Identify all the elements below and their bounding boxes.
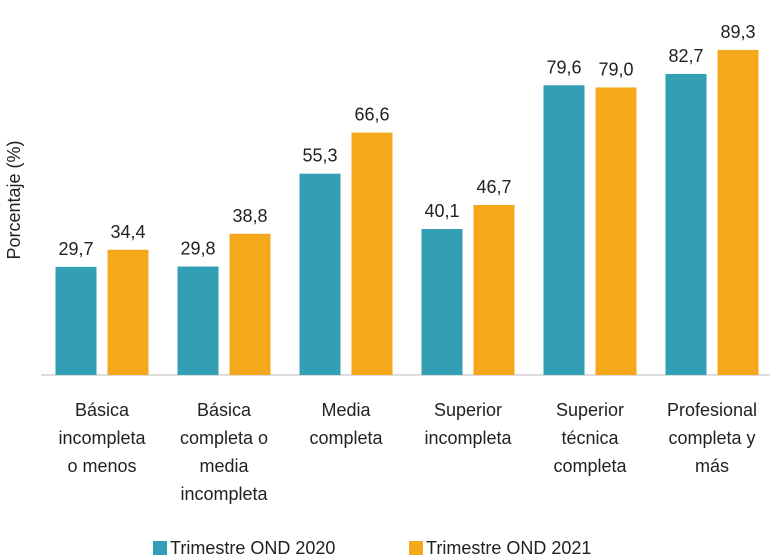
bar	[299, 173, 341, 375]
x-tick-label: Básica completa o media incompleta	[180, 400, 269, 504]
legend-label: Trimestre OND 2020	[170, 538, 335, 557]
x-tick-label: Superior incompleta	[424, 400, 512, 448]
bar	[177, 266, 219, 375]
legend-label: Trimestre OND 2021	[426, 538, 591, 557]
x-tick-label: Básica incompleta o menos	[58, 400, 146, 476]
data-label: 34,4	[110, 222, 145, 242]
bar	[717, 49, 759, 375]
x-tick-label: Superior técnica completa	[553, 400, 627, 476]
data-label: 79,6	[546, 57, 581, 77]
data-label: 46,7	[476, 177, 511, 197]
y-axis-label: Porcentaje (%)	[4, 140, 24, 259]
bar	[665, 73, 707, 376]
data-label: 29,7	[58, 239, 93, 259]
bar	[351, 132, 393, 375]
data-label: 82,7	[668, 46, 703, 66]
bar	[473, 205, 515, 375]
bar	[421, 229, 463, 375]
legend-swatch	[153, 541, 167, 555]
data-label: 38,8	[232, 206, 267, 226]
x-tick-label: Media completa	[309, 400, 383, 448]
bar	[55, 266, 97, 375]
bar	[229, 233, 271, 375]
data-label: 79,0	[598, 59, 633, 79]
data-label: 40,1	[424, 201, 459, 221]
x-tick-label: Profesional completa y más	[667, 400, 757, 476]
data-label: 29,8	[180, 239, 215, 259]
data-label: 66,6	[354, 105, 389, 125]
bar	[543, 85, 585, 376]
bar	[107, 249, 149, 375]
data-label: 89,3	[720, 22, 755, 42]
data-label: 55,3	[302, 146, 337, 166]
legend-swatch	[409, 541, 423, 555]
bar	[595, 87, 637, 375]
